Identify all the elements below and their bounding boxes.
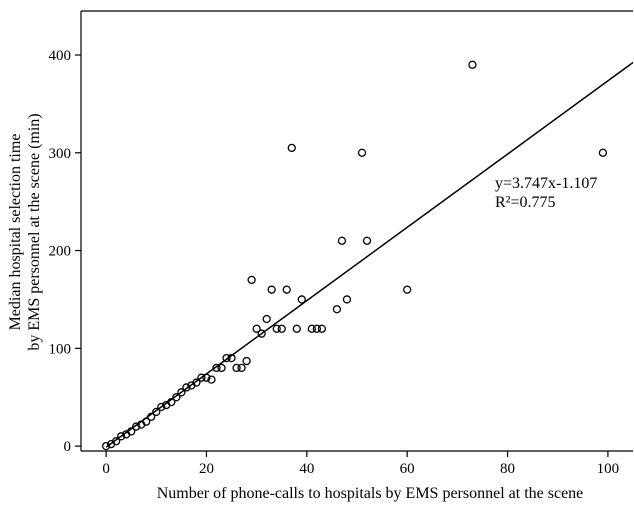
data-point: [132, 422, 141, 431]
data-point: [172, 393, 181, 402]
data-point: [357, 148, 367, 157]
data-point: [217, 363, 226, 373]
regression-equation-label: y=3.747x-1.107: [495, 175, 597, 192]
data-point: [272, 324, 281, 333]
x-tick-label: 20: [199, 461, 214, 477]
data-point: [147, 412, 156, 421]
data-point: [337, 236, 347, 245]
data-point: [116, 432, 126, 441]
y-axis-label-line-1: Median hospital selection time: [7, 134, 24, 331]
data-point: [362, 236, 372, 245]
data-point: [287, 143, 296, 153]
y-tick-label: 0: [64, 439, 72, 455]
data-point: [222, 353, 231, 363]
data-point: [212, 363, 221, 373]
y-tick-label: 200: [49, 244, 72, 260]
plot-frame: [80, 10, 633, 452]
data-point: [312, 324, 322, 333]
x-tick-label: 60: [400, 461, 415, 477]
regression-line-group: [105, 61, 634, 448]
y-axis-ticks: 0 100 200 300 400: [49, 48, 81, 455]
data-point: [227, 353, 236, 363]
data-point: [152, 407, 161, 417]
data-point: [598, 148, 608, 157]
x-tick-label: 80: [500, 461, 515, 477]
data-point: [142, 417, 151, 426]
data-point: [232, 363, 241, 373]
data-point: [307, 324, 316, 333]
data-point: [262, 314, 271, 324]
data-point: [192, 378, 201, 387]
data-point: [237, 363, 246, 373]
data-point: [317, 324, 327, 333]
data-point: [267, 285, 276, 294]
y-tick-label: 100: [49, 341, 72, 357]
y-axis-label-line-2: by EMS personnel at the scene (min): [26, 113, 43, 350]
x-axis-label: Number of phone-calls to hospitals by EM…: [157, 485, 584, 502]
data-point: [297, 295, 306, 304]
data-point: [207, 375, 216, 384]
data-point: [247, 275, 256, 285]
data-point: [101, 441, 111, 451]
data-point: [342, 295, 352, 304]
data-point: [277, 324, 286, 333]
data-point: [127, 427, 136, 436]
data-point: [242, 356, 251, 366]
data-point: [332, 305, 342, 314]
y-tick-label: 300: [49, 146, 72, 162]
data-point: [202, 373, 211, 382]
data-point: [157, 402, 166, 412]
x-tick-label: 40: [299, 461, 314, 477]
data-points: [101, 60, 608, 451]
data-point: [177, 388, 186, 397]
r-squared-label: R²=0.775: [495, 194, 556, 211]
regression-line: [105, 61, 634, 448]
data-point: [182, 383, 191, 392]
data-point: [292, 324, 301, 333]
y-axis-label-group: Median hospital selection time by EMS pe…: [7, 113, 43, 350]
x-tick-label: 0: [102, 461, 110, 477]
data-point: [282, 285, 291, 294]
data-point: [252, 324, 261, 333]
data-point: [167, 397, 176, 407]
data-point: [197, 373, 206, 382]
x-tick-label: 100: [597, 461, 620, 477]
x-axis-ticks: 0 20 40 60 80 100: [102, 451, 619, 477]
data-point: [111, 437, 121, 446]
data-point: [468, 60, 477, 69]
data-point: [257, 329, 266, 338]
y-tick-label: 400: [49, 48, 72, 64]
data-point: [403, 285, 412, 294]
